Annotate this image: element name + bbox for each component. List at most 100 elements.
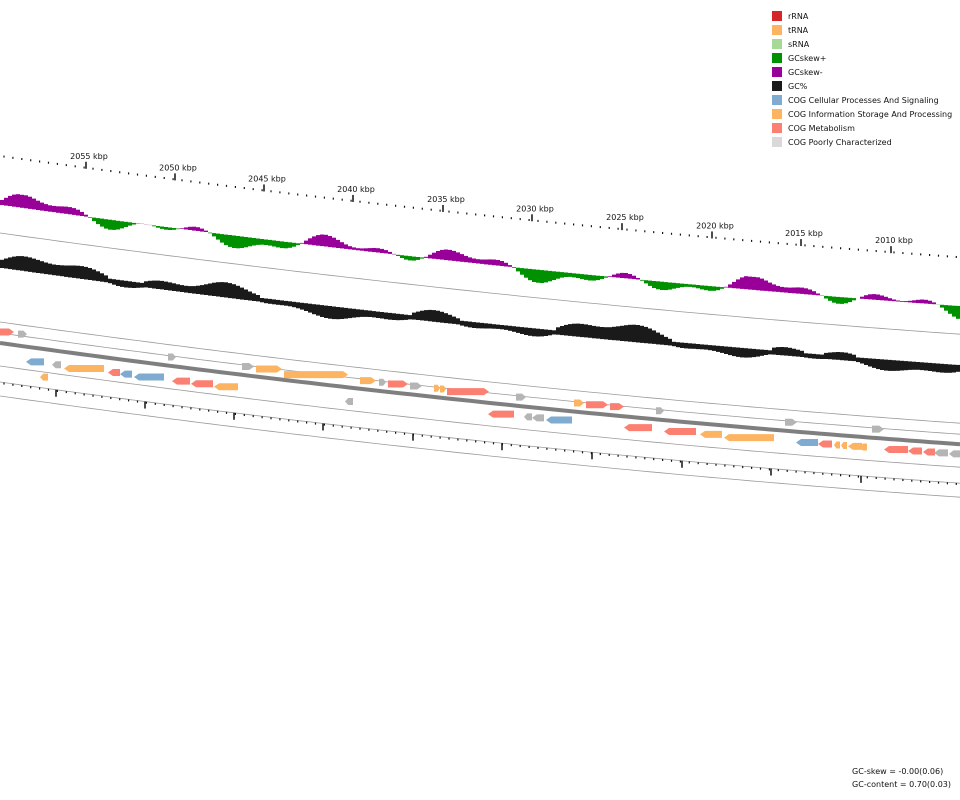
gc-content-bar (496, 324, 500, 329)
gc-skew-bar (952, 305, 956, 317)
gc-skew-bar (700, 285, 704, 290)
gene-feature (242, 363, 254, 371)
gc-content-bar (72, 265, 76, 278)
gc-content-bar (904, 361, 908, 371)
gc-skew-bar (376, 248, 380, 253)
gc-skew-bar (360, 248, 364, 251)
gc-content-bar (304, 303, 308, 311)
gc-content-bar (600, 327, 604, 340)
gc-skew-bar (528, 268, 532, 281)
gene-feature (524, 413, 532, 421)
gc-content-bar (652, 330, 656, 344)
gc-content-bar (456, 318, 460, 325)
gc-content-bar (228, 283, 232, 299)
gc-content-bar (448, 314, 452, 324)
gc-skew-bar (444, 249, 448, 261)
ruler-label: 2025 kbp (606, 213, 644, 222)
gc-skew-bar (48, 205, 52, 212)
gc-skew-bar (288, 242, 292, 248)
gc-skew-bar (12, 194, 16, 207)
gc-skew-bar (480, 259, 484, 264)
gc-skew-bar (16, 194, 20, 208)
gc-skew-bar (80, 211, 84, 216)
gc-content-bar (840, 352, 844, 361)
gc-content-bar (60, 265, 64, 277)
gc-skew-bar (888, 298, 892, 301)
gc-content-bar (560, 326, 564, 336)
gc-skew-bar (36, 200, 40, 210)
gc-skew-bar (324, 234, 328, 247)
gc-skew-bar (492, 259, 496, 266)
gc-skew-bar (668, 282, 672, 290)
ruler-label: 2045 kbp (248, 174, 286, 183)
gc-content-bar (900, 360, 904, 371)
gc-content-bar (924, 362, 928, 371)
gc-skew-bar (524, 268, 528, 278)
gc-skew-bar (76, 209, 80, 216)
gene-feature (191, 380, 213, 388)
genome-backbone (0, 341, 960, 447)
gc-content-bar (204, 284, 208, 295)
gc-content-bar (644, 326, 648, 344)
gc-content-bar (176, 284, 180, 292)
gc-skew-bar (456, 252, 460, 262)
gc-content-bar (888, 359, 892, 371)
gc-skew-bar (104, 219, 108, 229)
legend-item-trna: tRNA (772, 23, 952, 37)
gc-skew-bar (712, 286, 716, 291)
gene-feature (345, 397, 353, 405)
gc-skew-bar (728, 284, 732, 288)
gc-content-bar (252, 293, 256, 301)
gc-content-bar (44, 262, 48, 275)
gene-feature (284, 371, 348, 379)
gc-content-bar (296, 302, 300, 309)
gc-skew-bar (356, 248, 360, 251)
gc-content-bar (216, 282, 220, 297)
gc-content-bar (868, 358, 872, 367)
gc-content-bar (668, 338, 672, 346)
gc-content-bar (948, 364, 952, 373)
gene-feature (172, 377, 190, 385)
gc-content-bar (520, 327, 524, 334)
legend-swatch (772, 53, 782, 63)
gc-skew-bar (912, 300, 916, 303)
gc-content-bar (452, 316, 456, 324)
legend-swatch (772, 81, 782, 91)
gc-content-bar (828, 352, 832, 360)
gc-skew-bar (412, 256, 416, 261)
gc-skew-bar (200, 228, 204, 232)
gc-skew-bar (884, 296, 888, 301)
gc-content-bar (360, 309, 364, 317)
gc-content-bar (364, 310, 368, 317)
gc-content-bar (348, 308, 352, 319)
gc-content-bar (620, 325, 624, 341)
gc-skew-bar (464, 255, 468, 263)
gc-skew-bar (440, 249, 444, 260)
gc-content-bar (80, 266, 84, 279)
gc-content-bar (608, 327, 612, 340)
gc-content-bar (196, 285, 200, 294)
gene-feature (546, 416, 572, 424)
gc-skew-bar (428, 254, 432, 259)
gc-skew-bar (368, 248, 372, 252)
gc-skew-bar (64, 206, 68, 214)
gc-content-bar (796, 349, 800, 357)
gc-content-bar (144, 281, 148, 288)
gc-skew-bar (752, 276, 756, 290)
gene-feature (586, 401, 608, 409)
gc-content-bar (728, 346, 732, 356)
gc-skew-bar (244, 237, 248, 248)
gc-skew-bar (28, 196, 32, 209)
gc-content-bar (160, 280, 164, 290)
legend-label: COG Cellular Processes And Signaling (788, 95, 939, 105)
gc-skew-bar (352, 247, 356, 250)
gc-skew-bar (388, 251, 392, 254)
gc-skew-bar (652, 281, 656, 288)
gc-skew-bar (956, 305, 960, 319)
gc-skew-bar (516, 267, 520, 272)
gc-content-bar (744, 348, 748, 358)
gc-skew-bar (812, 291, 816, 295)
gene-feature (388, 380, 408, 388)
gc-content-bar (704, 344, 708, 350)
gene-feature (724, 434, 774, 442)
